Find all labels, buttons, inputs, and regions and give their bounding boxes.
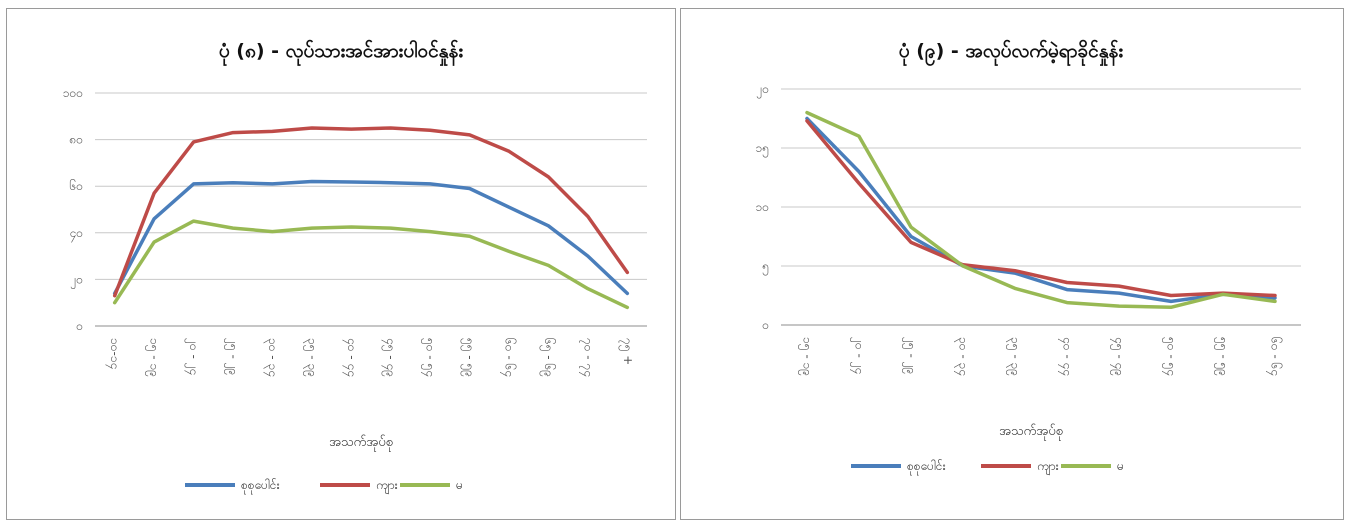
chart-panel-unemployment: ပုံ (၉) - အလုပ်လက်မဲ့ရာခိုင်နှုန်း၀၅၁၀ ၁၅… bbox=[680, 8, 1344, 520]
x-tick-label: ၃၅ - ၃၉ bbox=[302, 338, 319, 377]
x-tick-label: ၁၅ - ၁၉ bbox=[798, 337, 815, 376]
x-tick-label: ၄၅ - ၄၉ bbox=[381, 338, 398, 377]
x-tick-label: ၄၀ - ၄၄ bbox=[342, 338, 359, 377]
series-line-1 bbox=[112, 126, 630, 298]
x-tick-label: ၂၅ - ၂၉ bbox=[224, 338, 241, 375]
x-tick-label: ၂၀ - ၂၄ bbox=[850, 337, 867, 374]
legend-label-0: စုစုပေါင်း bbox=[241, 477, 280, 495]
y-tick-label: ၄၀ bbox=[70, 226, 84, 243]
legend-label-1: ကျား bbox=[1037, 459, 1059, 476]
series-line-0 bbox=[805, 116, 1277, 304]
x-tick-label: ၅၅ - ၅၉ bbox=[460, 338, 477, 377]
y-tick-label: ၁၀၀ bbox=[63, 86, 83, 100]
x-tick-label: ၃၀ - ၃၄ bbox=[263, 338, 280, 377]
x-tick-label: ၄၀ - ၄၄ bbox=[1058, 337, 1075, 376]
y-tick-label: ၀ bbox=[762, 318, 769, 332]
chart-title: ပုံ (၉) - အလုပ်လက်မဲ့ရာခိုင်နှုန်း bbox=[899, 38, 1124, 67]
y-tick-label: ၁၀ bbox=[756, 200, 770, 214]
x-tick-label: ၇၅ + bbox=[618, 338, 635, 365]
series-line-2 bbox=[805, 110, 1277, 310]
x-tick-label: ၁၀-၁၄ bbox=[105, 338, 122, 369]
legend-label-2: မ bbox=[456, 478, 463, 492]
legend-label-2: မ bbox=[1117, 459, 1124, 473]
legend-label-0: စုစုပေါင်း bbox=[907, 458, 946, 476]
series-line-2 bbox=[112, 219, 630, 310]
chart-title: ပုံ (၈) - လုပ်သားအင်အားပါဝင်နှုန်း bbox=[219, 38, 463, 67]
y-tick-label: ၈၀ bbox=[69, 133, 83, 147]
x-tick-label: ၇၀ - ၇၄ bbox=[578, 338, 595, 377]
x-tick-label: ၃၀ - ၃၄ bbox=[954, 337, 971, 376]
x-tick-label: ၅၅ - ၅၉ bbox=[1214, 337, 1231, 376]
x-tick-label: ၂၀ - ၂၄ bbox=[184, 338, 201, 375]
x-axis-label: အသက်အုပ်စု bbox=[999, 423, 1063, 441]
x-tick-label: ၆၀ - ၆၄ bbox=[500, 338, 518, 377]
x-axis-label: အသက်အုပ်စု bbox=[329, 434, 393, 452]
y-tick-label: ၆၀ bbox=[70, 178, 84, 193]
legend-label-1: ကျား bbox=[376, 478, 398, 495]
series-line-1 bbox=[805, 119, 1277, 298]
x-tick-label: ၆၅ - ၆၉ bbox=[539, 338, 557, 377]
y-tick-label: ၁၅ bbox=[756, 141, 770, 158]
x-tick-label: ၂၅ - ၂၉ bbox=[902, 337, 919, 374]
y-tick-label: ၀ bbox=[76, 319, 83, 333]
x-tick-label: ၁၅ - ၁၉ bbox=[145, 338, 162, 377]
x-tick-label: ၃၅ - ၃၉ bbox=[1006, 337, 1023, 376]
x-tick-label: ၄၅ - ၄၉ bbox=[1110, 337, 1127, 376]
labor-force-chart: ပုံ (၈) - လုပ်သားအင်အားပါဝင်နှုန်း၀၂၀၄၀၆… bbox=[63, 38, 647, 495]
y-tick-label: ၂၀ bbox=[70, 272, 83, 289]
chart-panel-labor-force: ပုံ (၈) - လုပ်သားအင်အားပါဝင်နှုန်း၀၂၀ ၄၀၆… bbox=[6, 8, 676, 520]
x-tick-label: ၅၀ - ၅၄ bbox=[421, 338, 438, 377]
series-line-0 bbox=[112, 179, 630, 296]
y-tick-label: ၂၀ bbox=[756, 82, 769, 99]
unemployment-chart: ပုံ (၉) - အလုပ်လက်မဲ့ရာခိုင်နှုန်း၀၅၁၀၁၅… bbox=[756, 38, 1301, 476]
y-tick-label: ၅ bbox=[762, 259, 769, 276]
x-tick-label: ၆၀ - ၆၄ bbox=[1266, 337, 1284, 376]
x-tick-label: ၅၀ - ၅၄ bbox=[1162, 337, 1179, 376]
